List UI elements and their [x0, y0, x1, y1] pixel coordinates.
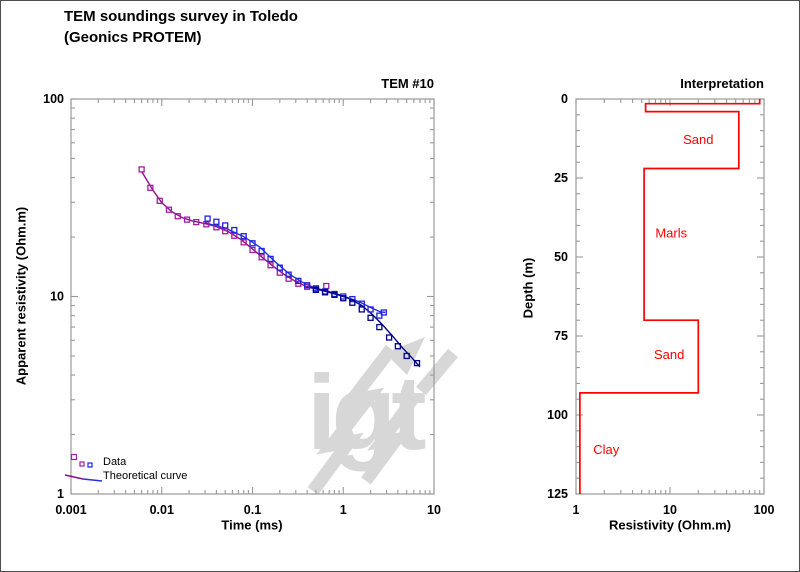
- tick-label: 125: [547, 487, 568, 501]
- tick-label: 50: [554, 250, 568, 264]
- tick-label: 0.1: [244, 503, 261, 517]
- tick-label: 0: [561, 92, 568, 106]
- data-point-marker: [240, 233, 247, 240]
- tick-label: 75: [554, 329, 568, 343]
- data-point-marker: [367, 306, 374, 313]
- legend-line-blue: [82, 478, 103, 482]
- data-point-marker: [231, 232, 238, 239]
- figure-title-line2: (Geonics PROTEM): [64, 29, 202, 46]
- layer-label: Clay: [593, 442, 620, 457]
- left-plot-title: TEM #10: [381, 76, 434, 91]
- series-data-late: [312, 286, 421, 367]
- data-point-marker: [413, 359, 421, 367]
- data-point-marker: [267, 255, 274, 263]
- tick-label: 1: [340, 503, 347, 517]
- data-point-marker: [403, 352, 410, 360]
- data-point-marker: [267, 262, 274, 269]
- data-point-marker: [349, 295, 356, 303]
- tick-label: 1: [57, 487, 64, 501]
- legend-markers: [64, 453, 103, 482]
- left-plot-axes: 0.001 0.01 0.1 1 10 100 10 1: [43, 92, 441, 517]
- series-data-mid: [204, 215, 387, 319]
- data-point-marker: [138, 166, 145, 173]
- data-point-marker: [249, 240, 256, 247]
- data-point-marker: [204, 215, 211, 222]
- data-point-marker: [295, 277, 302, 285]
- series-theoretical-early: [141, 171, 330, 293]
- data-point-marker: [358, 306, 365, 313]
- data-point-marker: [213, 218, 220, 225]
- right-plot-title: Interpretation: [680, 76, 764, 91]
- data-point-marker: [276, 264, 283, 271]
- data-point-marker: [285, 271, 292, 278]
- data-point-marker: [183, 216, 191, 223]
- data-point-marker: [231, 226, 238, 234]
- data-point-marker: [376, 323, 383, 331]
- tick-label: 0.001: [55, 503, 86, 517]
- layer-labels: Sand Marls Sand Clay: [593, 132, 713, 457]
- tick-label: 25: [554, 171, 568, 185]
- tick-label: 10: [427, 503, 441, 517]
- data-point-marker: [147, 184, 154, 191]
- tick-label: 10: [50, 290, 64, 304]
- legend-label-data: Data: [103, 456, 127, 468]
- tick-label: 1: [573, 503, 580, 517]
- layer-label: Marls: [655, 225, 687, 240]
- data-point-marker: [249, 246, 256, 254]
- figure-title-line1: TEM soundings survey in Toledo: [64, 8, 298, 25]
- data-point-marker: [156, 197, 163, 205]
- legend-square-icon: [79, 461, 85, 467]
- data-point-marker: [349, 299, 356, 306]
- tick-label: 0.01: [150, 503, 174, 517]
- data-point-marker: [193, 218, 200, 226]
- right-x-axis-label: Resistivity (Ohm.m): [608, 517, 732, 533]
- data-point-marker: [331, 291, 338, 298]
- legend-line-purple: [64, 474, 84, 480]
- data-point-marker: [312, 286, 320, 294]
- data-point-marker: [323, 282, 330, 290]
- legend-square-icon: [87, 462, 93, 468]
- data-point-marker: [376, 312, 383, 319]
- data-point-marker: [222, 222, 229, 229]
- watermark-lightning-icon: [307, 345, 397, 495]
- tick-label: 100: [754, 503, 775, 517]
- data-point-marker: [258, 254, 265, 261]
- series-data-early: [138, 166, 330, 293]
- data-point-marker: [258, 247, 265, 255]
- data-point-marker: [174, 213, 181, 220]
- data-point-marker: [222, 228, 229, 235]
- right-plot-axes: 1 10 100 0 25 50 75 100 125: [547, 92, 774, 517]
- watermark-arrow-shaft: [416, 348, 458, 396]
- data-point-marker: [285, 275, 292, 282]
- series-theoretical-late: [306, 286, 421, 368]
- data-point-marker: [321, 289, 329, 296]
- watermark-lightning2-icon: [361, 395, 418, 485]
- right-y-axis-label: Depth (m): [520, 257, 536, 319]
- tick-label: 100: [43, 92, 64, 106]
- left-x-axis-label: Time (ms): [221, 517, 283, 533]
- tick-label: 10: [663, 503, 677, 517]
- legend-square-icon: [70, 453, 78, 461]
- data-point-marker: [203, 221, 210, 228]
- data-point-marker: [340, 295, 347, 302]
- data-point-marker: [165, 206, 173, 213]
- layer-label: Sand: [683, 132, 713, 147]
- data-point-marker: [358, 300, 365, 307]
- layer-label: Sand: [654, 347, 684, 362]
- data-point-marker: [367, 314, 374, 321]
- legend-label-theoretical-curve: Theoretical curve: [103, 470, 188, 482]
- data-point-marker: [303, 282, 311, 289]
- data-point-marker: [385, 334, 393, 341]
- data-point-marker: [394, 343, 402, 350]
- watermark-arrowhead-icon: [385, 337, 425, 375]
- interpretation-profile: [579, 99, 761, 494]
- data-point-marker: [380, 309, 387, 316]
- left-y-axis-label: Apparent resistivity (Ohm.m): [13, 206, 29, 386]
- tick-label: 100: [547, 408, 568, 422]
- watermark: igt: [307, 337, 458, 495]
- data-point-marker: [240, 239, 247, 246]
